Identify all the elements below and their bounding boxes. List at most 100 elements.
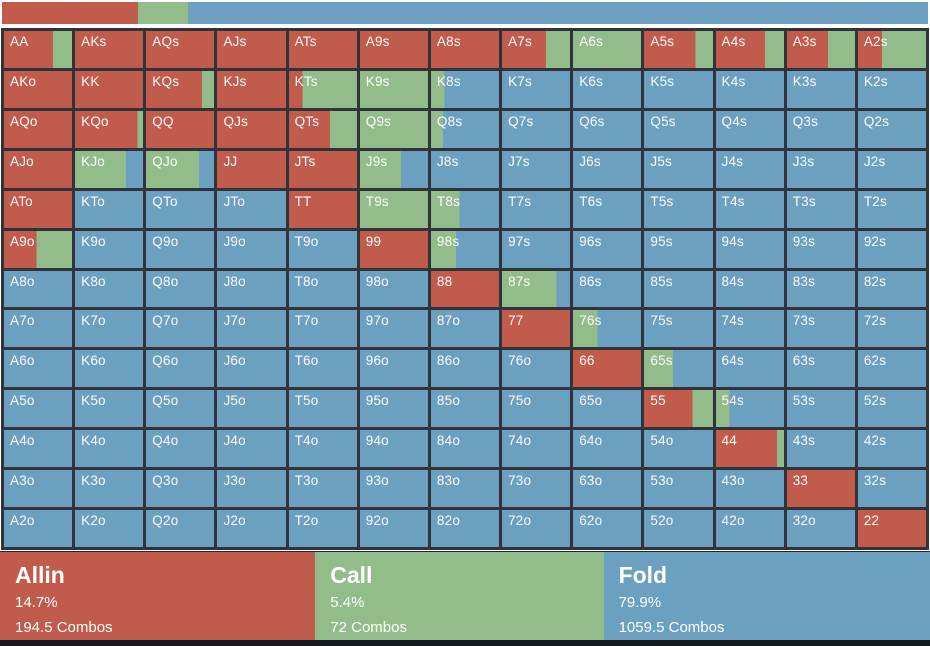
range-cell-98s[interactable]: 98s [430, 230, 500, 268]
range-cell-K3o[interactable]: K3o [75, 470, 144, 508]
range-cell-22[interactable]: 22 [857, 510, 926, 547]
range-cell-Q5o[interactable]: Q5o [146, 390, 215, 428]
range-cell-74o[interactable]: 74o [502, 430, 571, 468]
range-cell-Q8s[interactable]: Q8s [430, 110, 500, 148]
range-cell-T7s[interactable]: T7s [502, 190, 571, 228]
range-cell-96o[interactable]: 96o [359, 350, 428, 388]
range-cell-84s[interactable]: 84s [715, 270, 784, 308]
range-cell-52s[interactable]: 52s [857, 390, 926, 428]
range-cell-QTo[interactable]: QTo [146, 190, 215, 228]
range-cell-73s[interactable]: 73s [786, 310, 855, 348]
range-cell-A9o[interactable]: A9o [4, 230, 73, 268]
range-cell-T4o[interactable]: T4o [288, 430, 357, 468]
range-cell-97o[interactable]: 97o [359, 310, 428, 348]
range-cell-A2s[interactable]: A2s [857, 31, 926, 68]
range-cell-52o[interactable]: 52o [644, 510, 713, 547]
range-cell-84o[interactable]: 84o [430, 430, 500, 468]
range-cell-K4o[interactable]: K4o [75, 430, 144, 468]
range-cell-Q9s[interactable]: Q9s [359, 110, 428, 148]
range-cell-Q6s[interactable]: Q6s [573, 110, 642, 148]
range-cell-Q5s[interactable]: Q5s [644, 110, 713, 148]
range-cell-T3o[interactable]: T3o [288, 470, 357, 508]
range-cell-KTs[interactable]: KTs [288, 70, 357, 108]
range-cell-88[interactable]: 88 [430, 270, 500, 308]
range-cell-A6s[interactable]: A6s [573, 31, 642, 68]
range-cell-J4s[interactable]: J4s [715, 150, 784, 188]
range-cell-54s[interactable]: 54s [715, 390, 784, 428]
range-cell-82o[interactable]: 82o [430, 510, 500, 547]
range-cell-T2o[interactable]: T2o [288, 510, 357, 547]
range-cell-J9o[interactable]: J9o [217, 230, 286, 268]
range-cell-AJs[interactable]: AJs [217, 31, 286, 68]
range-cell-83o[interactable]: 83o [430, 470, 500, 508]
range-cell-T4s[interactable]: T4s [715, 190, 784, 228]
range-cell-K5o[interactable]: K5o [75, 390, 144, 428]
range-cell-94s[interactable]: 94s [715, 230, 784, 268]
range-cell-95o[interactable]: 95o [359, 390, 428, 428]
range-cell-QJo[interactable]: QJo [146, 150, 215, 188]
range-cell-Q6o[interactable]: Q6o [146, 350, 215, 388]
range-cell-A5o[interactable]: A5o [4, 390, 73, 428]
range-cell-A8o[interactable]: A8o [4, 270, 73, 308]
range-cell-Q7s[interactable]: Q7s [502, 110, 571, 148]
range-cell-87s[interactable]: 87s [502, 270, 571, 308]
range-cell-AJo[interactable]: AJo [4, 150, 73, 188]
range-cell-KQs[interactable]: KQs [146, 70, 215, 108]
range-cell-A7s[interactable]: A7s [502, 31, 571, 68]
range-cell-62o[interactable]: 62o [573, 510, 642, 547]
range-cell-92s[interactable]: 92s [857, 230, 926, 268]
range-cell-76s[interactable]: 76s [573, 310, 642, 348]
range-cell-J3s[interactable]: J3s [786, 150, 855, 188]
range-cell-QJs[interactable]: QJs [217, 110, 286, 148]
range-cell-K8s[interactable]: K8s [430, 70, 500, 108]
range-cell-K6s[interactable]: K6s [573, 70, 642, 108]
range-cell-J7s[interactable]: J7s [502, 150, 571, 188]
range-cell-94o[interactable]: 94o [359, 430, 428, 468]
range-cell-K4s[interactable]: K4s [715, 70, 784, 108]
range-cell-K7s[interactable]: K7s [502, 70, 571, 108]
range-cell-32s[interactable]: 32s [857, 470, 926, 508]
range-cell-KQo[interactable]: KQo [75, 110, 144, 148]
range-cell-Q7o[interactable]: Q7o [146, 310, 215, 348]
range-cell-33[interactable]: 33 [786, 470, 855, 508]
range-cell-J9s[interactable]: J9s [359, 150, 428, 188]
range-cell-Q2s[interactable]: Q2s [857, 110, 926, 148]
range-cell-A5s[interactable]: A5s [644, 31, 713, 68]
range-cell-T6o[interactable]: T6o [288, 350, 357, 388]
range-cell-ATo[interactable]: ATo [4, 190, 73, 228]
range-cell-97s[interactable]: 97s [502, 230, 571, 268]
range-cell-AA[interactable]: AA [4, 31, 73, 68]
range-cell-98o[interactable]: 98o [359, 270, 428, 308]
range-cell-J5o[interactable]: J5o [217, 390, 286, 428]
range-cell-76o[interactable]: 76o [502, 350, 571, 388]
range-cell-A7o[interactable]: A7o [4, 310, 73, 348]
range-cell-Q4s[interactable]: Q4s [715, 110, 784, 148]
range-cell-53o[interactable]: 53o [644, 470, 713, 508]
range-cell-ATs[interactable]: ATs [288, 31, 357, 68]
range-cell-T9o[interactable]: T9o [288, 230, 357, 268]
range-cell-J8o[interactable]: J8o [217, 270, 286, 308]
range-cell-Q3s[interactable]: Q3s [786, 110, 855, 148]
range-cell-Q9o[interactable]: Q9o [146, 230, 215, 268]
range-cell-J8s[interactable]: J8s [430, 150, 500, 188]
range-cell-85s[interactable]: 85s [644, 270, 713, 308]
range-cell-42o[interactable]: 42o [715, 510, 784, 547]
range-cell-KJo[interactable]: KJo [75, 150, 144, 188]
range-cell-99[interactable]: 99 [359, 230, 428, 268]
range-cell-54o[interactable]: 54o [644, 430, 713, 468]
range-cell-72o[interactable]: 72o [502, 510, 571, 547]
range-cell-75s[interactable]: 75s [644, 310, 713, 348]
range-cell-82s[interactable]: 82s [857, 270, 926, 308]
range-cell-72s[interactable]: 72s [857, 310, 926, 348]
range-cell-A3s[interactable]: A3s [786, 31, 855, 68]
range-cell-Q3o[interactable]: Q3o [146, 470, 215, 508]
range-cell-95s[interactable]: 95s [644, 230, 713, 268]
range-cell-T5o[interactable]: T5o [288, 390, 357, 428]
range-cell-J6s[interactable]: J6s [573, 150, 642, 188]
range-cell-AKs[interactable]: AKs [75, 31, 144, 68]
range-cell-Q8o[interactable]: Q8o [146, 270, 215, 308]
range-cell-Q2o[interactable]: Q2o [146, 510, 215, 547]
range-cell-AQs[interactable]: AQs [146, 31, 215, 68]
range-cell-85o[interactable]: 85o [430, 390, 500, 428]
range-cell-A8s[interactable]: A8s [430, 31, 500, 68]
